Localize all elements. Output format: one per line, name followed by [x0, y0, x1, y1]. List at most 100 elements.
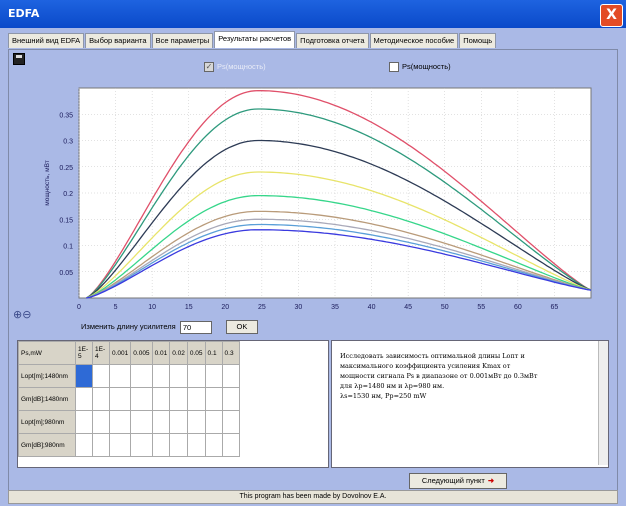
- table-column-header: 0.005: [130, 341, 153, 365]
- table-cell[interactable]: [108, 433, 132, 457]
- table-cell[interactable]: [169, 433, 188, 457]
- table-cell[interactable]: [169, 410, 188, 434]
- y-tick-label: 0.3: [63, 139, 73, 146]
- task-line: мощности сигнала Ps в диапазоне от 0.001…: [340, 372, 538, 380]
- table-cell[interactable]: [221, 433, 240, 457]
- table-column-header: 0.05: [186, 341, 206, 365]
- power-chart: 0 5 10 15 20 25 30 35 40 45 50 55 60 65 0.05 0.1 0.15 0.2…: [44, 87, 592, 310]
- checkbox-box[interactable]: [389, 62, 399, 73]
- tab-results[interactable]: Результаты расчетов: [214, 31, 296, 48]
- save-icon[interactable]: [13, 53, 25, 65]
- tab-strip: Внешний вид EDFA Выбор варианта Все параме…: [8, 31, 497, 50]
- table-cell[interactable]: [130, 364, 153, 388]
- table-cell[interactable]: [151, 387, 171, 411]
- table-cell[interactable]: [130, 433, 153, 457]
- tab-manual[interactable]: Методическое пособие: [369, 33, 459, 48]
- table-cell[interactable]: [92, 364, 110, 388]
- x-tick-label: 55: [477, 304, 485, 310]
- tab-report[interactable]: Подготовка отчета: [296, 33, 369, 48]
- table-cell[interactable]: [92, 410, 110, 434]
- table-cell[interactable]: [186, 410, 206, 434]
- table-cell[interactable]: [108, 387, 132, 411]
- task-text: Исследовать зависимость оптимальной длин…: [340, 351, 596, 401]
- checkbox-label: Ps(мощность): [217, 62, 266, 71]
- table-cell[interactable]: [75, 433, 93, 457]
- checkbox-series-2[interactable]: Ps(мощность): [389, 62, 451, 73]
- table-column-header: 1E-5: [75, 341, 93, 365]
- task-line: максимального коэффициента усиления Kmax…: [340, 362, 511, 370]
- x-tick-label: 20: [221, 304, 229, 310]
- table-cell-selected[interactable]: [75, 364, 93, 388]
- y-tick-label: 0.2: [63, 191, 73, 198]
- table-row-header: Lopt[m];980nm: [18, 410, 76, 434]
- x-tick-label: 0: [77, 304, 81, 310]
- series-line: [86, 194, 592, 299]
- results-table: Ps,mW 1E-5 1E-4 0.001 0.005 0.01 0.02 0.…: [17, 340, 329, 468]
- table-cell[interactable]: [151, 364, 171, 388]
- tab-parameters[interactable]: Все параметры: [151, 33, 214, 48]
- table-cell[interactable]: [108, 364, 132, 388]
- table-column-header: 0.3: [221, 341, 240, 365]
- table-cell[interactable]: [92, 433, 110, 457]
- table-row: Lopt[m];980nm: [18, 410, 240, 434]
- table-cell[interactable]: [221, 410, 240, 434]
- table-cell[interactable]: [204, 387, 223, 411]
- zoom-out-icon[interactable]: ⊖: [22, 308, 32, 321]
- arrow-right-icon: ➜: [487, 476, 495, 485]
- title-bar[interactable]: EDFA X: [0, 0, 626, 28]
- x-tick-label: 60: [514, 304, 522, 310]
- x-tick-label: 5: [114, 304, 118, 310]
- x-tick-label: 35: [331, 304, 339, 310]
- table-column-header: 0.001: [108, 341, 132, 365]
- table-cell[interactable]: [151, 433, 171, 457]
- length-input[interactable]: 70: [179, 320, 212, 334]
- y-tick-label: 0.15: [59, 217, 73, 224]
- series-line: [86, 223, 592, 299]
- y-axis-label: мощность, мВт: [44, 160, 51, 205]
- x-tick-label: 25: [258, 304, 266, 310]
- length-control: Изменить длину усилителя 70 OK: [81, 320, 258, 334]
- table-cell[interactable]: [108, 410, 132, 434]
- table-cell[interactable]: [130, 387, 153, 411]
- zoom-in-icon[interactable]: ⊕: [13, 308, 23, 321]
- next-step-button[interactable]: Следующий пункт ➜: [409, 473, 507, 489]
- table-cell[interactable]: [204, 433, 223, 457]
- table-column-header: 0.02: [169, 341, 188, 365]
- table-cell[interactable]: [186, 364, 206, 388]
- series-line: [86, 218, 592, 299]
- task-line: Исследовать зависимость оптимальной длин…: [340, 352, 525, 360]
- ok-button[interactable]: OK: [225, 320, 258, 334]
- table-cell[interactable]: [204, 410, 223, 434]
- table-corner: Ps,mW: [18, 341, 76, 365]
- close-button[interactable]: X: [600, 4, 623, 27]
- next-step-label: Следующий пункт: [421, 476, 485, 485]
- table-cell[interactable]: [75, 387, 93, 411]
- scrollbar[interactable]: [598, 341, 608, 465]
- window-title: EDFA: [8, 7, 40, 20]
- results-panel: ✓ Ps(мощность) Ps(мощность) 0 5 10 15 20 25 30 3…: [8, 49, 618, 491]
- status-footer: This program has been made by Dovolnov E…: [8, 490, 618, 504]
- table-cell[interactable]: [151, 410, 171, 434]
- table-cell[interactable]: [75, 410, 93, 434]
- table-cell[interactable]: [186, 433, 206, 457]
- series-line: [85, 108, 592, 299]
- table-cell[interactable]: [204, 364, 223, 388]
- table-cell[interactable]: [92, 387, 110, 411]
- series-line: [86, 210, 592, 299]
- task-line: λs=1530 нм, Pp=250 mW: [340, 392, 427, 400]
- table-cell[interactable]: [169, 364, 188, 388]
- tab-variant[interactable]: Выбор варианта: [85, 33, 151, 48]
- table-cell[interactable]: [221, 387, 240, 411]
- table-cell[interactable]: [186, 387, 206, 411]
- table-cell[interactable]: [221, 364, 240, 388]
- checkbox-box-checked[interactable]: ✓: [204, 62, 214, 73]
- tab-appearance[interactable]: Внешний вид EDFA: [8, 33, 85, 48]
- table-cell[interactable]: [130, 410, 153, 434]
- task-line: для λp=1480 нм и λp=980 нм.: [340, 382, 445, 390]
- y-tick-label: 0.05: [59, 270, 73, 277]
- tab-help[interactable]: Помощь: [459, 33, 497, 48]
- table-cell[interactable]: [169, 387, 188, 411]
- checkbox-series-1[interactable]: ✓ Ps(мощность): [204, 62, 266, 73]
- table-row: Gm[dB];980nm: [18, 433, 240, 457]
